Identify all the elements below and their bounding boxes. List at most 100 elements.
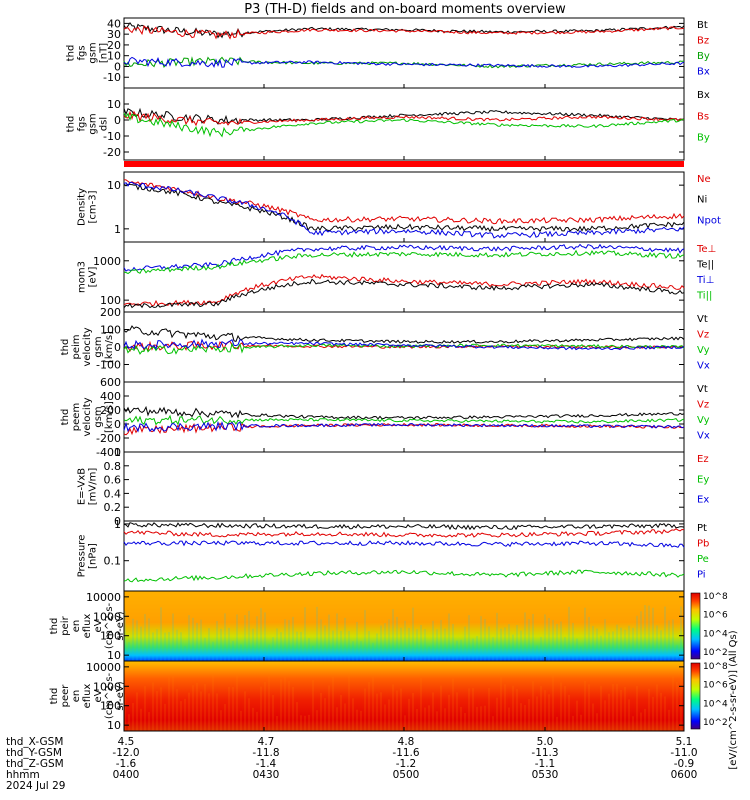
spectrogram-texture — [260, 686, 262, 731]
ylabel-line: mom3 — [77, 261, 88, 293]
spectrogram-texture — [664, 606, 666, 661]
spectrogram-texture — [376, 693, 378, 731]
spectrogram-texture — [424, 707, 426, 731]
spectrogram-texture — [164, 632, 166, 661]
spectrogram-texture — [516, 689, 518, 731]
spectrogram-texture — [292, 616, 294, 661]
spectrogram-texture — [216, 620, 218, 661]
series-line-Vt — [123, 405, 685, 420]
ylabel-line: thd — [60, 339, 71, 356]
xcol-1-x: 4.7 — [258, 736, 275, 748]
spectrogram-texture — [356, 621, 358, 661]
spectrogram-texture — [536, 645, 538, 661]
xrow-label-z: thd_Z-GSM — [6, 758, 64, 770]
spectrogram-texture — [304, 607, 306, 661]
legend-Pi: Pi — [697, 570, 706, 581]
spectrogram-texture — [284, 677, 286, 731]
spectrogram-texture — [532, 681, 534, 731]
panel-frame — [123, 520, 685, 592]
spectrogram-texture — [208, 628, 210, 661]
spectrogram-texture — [380, 625, 382, 661]
spectrogram-texture — [592, 703, 594, 731]
spectrogram-texture — [228, 627, 230, 661]
spectrogram-texture — [660, 692, 662, 731]
ylabel-line: eflux — [82, 614, 93, 639]
ytick-label: 0 — [114, 60, 121, 73]
spectrogram-texture — [364, 610, 366, 661]
spectrogram-texture — [244, 691, 246, 731]
colorbar-gradient — [690, 592, 701, 660]
xcol-1-hhmm: 0430 — [253, 769, 280, 781]
spectrogram-texture — [392, 609, 394, 661]
spectrogram-texture — [496, 612, 498, 661]
panel-peim_velocity: -100 0 100 200 thd peim velocity gsm [km/s] Vt Vz V… — [60, 306, 710, 383]
spectrogram-texture — [636, 685, 638, 731]
ylabel-line: [cm-3] — [88, 190, 99, 223]
ylabel-line: gsm — [88, 42, 99, 63]
spectrogram-texture — [452, 623, 454, 661]
ytick-label: 0.4 — [104, 487, 122, 500]
series-line-Pi — [123, 540, 685, 548]
spectrogram-texture — [668, 620, 670, 661]
spectrogram-texture — [336, 613, 338, 661]
spectrogram-texture — [180, 701, 182, 731]
spectrogram-texture — [596, 713, 598, 731]
spectrogram-texture — [136, 620, 138, 661]
spectrogram-texture — [228, 686, 230, 731]
ylabel-line: [nT] — [99, 43, 110, 63]
ytick-label: 10 — [107, 649, 121, 662]
spectrogram-texture — [236, 675, 238, 731]
ytick-label: -20 — [103, 146, 121, 159]
ylabel-line: gsm — [93, 406, 104, 427]
legend-Ti⊥: Ti⊥ — [696, 275, 714, 286]
spectrogram-texture — [460, 706, 462, 731]
xcol-0-z: -1.6 — [116, 758, 137, 770]
spectrogram-texture — [560, 621, 562, 661]
spectrogram-texture — [440, 685, 442, 731]
spectrogram-texture — [488, 626, 490, 661]
legend-Pt: Pt — [697, 523, 707, 534]
spectrogram-texture — [124, 694, 126, 731]
ytick-label: 0.6 — [104, 474, 122, 487]
panel-temperature: 100 1000 mom3 [eV] Te⊥ Te|| Ti⊥ Ti|| — [77, 241, 716, 313]
spectrogram-texture — [668, 709, 670, 731]
spectrogram-texture — [188, 615, 190, 661]
ytick-label: 100 — [100, 324, 121, 337]
spectrogram-texture — [620, 627, 622, 661]
spectrogram-texture — [520, 703, 522, 731]
spectrogram-texture — [332, 676, 334, 731]
spectrogram-texture — [516, 625, 518, 661]
spectrogram-texture — [524, 612, 526, 661]
ytick-label: 0 — [114, 418, 121, 431]
ytick-label: 0.8 — [104, 460, 122, 473]
spectrogram-texture — [484, 619, 486, 661]
spectrogram-texture — [240, 644, 242, 661]
spectrogram-texture — [380, 692, 382, 731]
spectrogram-texture — [664, 696, 666, 731]
spectrogram-texture — [656, 684, 658, 731]
spectrogram-texture — [304, 715, 306, 731]
spectrogram-texture — [276, 715, 278, 731]
spectrogram-texture — [340, 630, 342, 661]
spectrogram-texture — [384, 704, 386, 731]
spectrogram-texture — [280, 632, 282, 661]
spectrogram-texture — [584, 607, 586, 661]
spectrogram-texture — [144, 614, 146, 661]
spectrogram-texture — [212, 641, 214, 661]
ylabel-line: [mV/m] — [88, 468, 99, 506]
spectrogram-texture — [364, 688, 366, 731]
spectrogram-texture — [644, 605, 646, 661]
ytick-label: -200 — [96, 432, 121, 445]
series-line-Bs — [123, 110, 685, 127]
spectrogram-texture — [540, 686, 542, 731]
spectrogram-texture — [252, 628, 254, 661]
panel-frame — [123, 171, 685, 243]
spectrogram-texture — [508, 707, 510, 731]
panel-density: 1 10 Density [cm-3] Ne Ni Npot — [77, 171, 721, 243]
ylabel-line: [eV] — [88, 267, 99, 288]
spectrogram-texture — [388, 619, 390, 661]
legend-Vz: Vz — [697, 400, 709, 411]
spectrogram-texture — [544, 614, 546, 661]
spectrogram-texture — [476, 706, 478, 731]
